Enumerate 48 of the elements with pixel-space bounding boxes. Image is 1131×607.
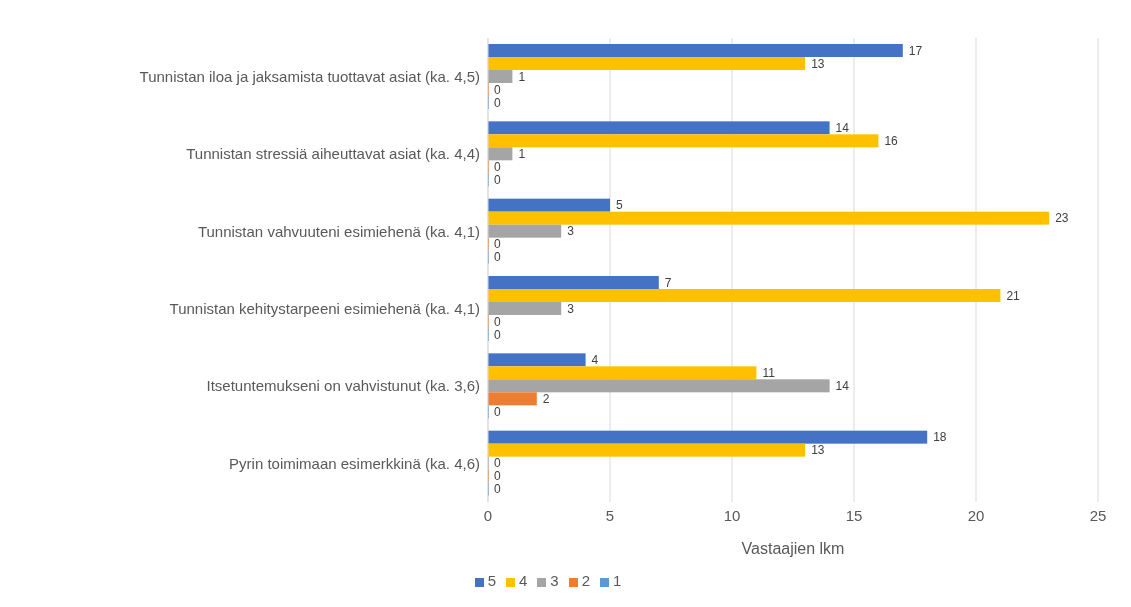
data-label: 7 (664, 275, 672, 290)
data-label: 3 (567, 224, 575, 239)
legend-label: 4 (518, 572, 528, 589)
data-label: 0 (494, 159, 501, 174)
x-tick-label: 10 (723, 506, 741, 524)
data-label: 0 (494, 250, 501, 265)
data-label: 11 (762, 365, 776, 380)
data-label: 0 (494, 469, 501, 484)
data-label: 4 (591, 352, 599, 367)
x-tick-label: 5 (605, 506, 615, 524)
data-label: 0 (494, 482, 501, 497)
data-label: 1 (518, 146, 526, 161)
data-label: 0 (494, 95, 501, 110)
legend-label: 3 (550, 572, 559, 589)
data-label: 13 (811, 443, 825, 458)
x-tick-label: 0 (483, 506, 493, 524)
data-label: 14 (835, 120, 850, 135)
data-label: 2 (542, 391, 550, 406)
data-label: 14 (835, 378, 850, 393)
data-label: 21 (1006, 288, 1021, 303)
legend-label: 5 (487, 572, 496, 589)
data-label: 18 (933, 430, 947, 445)
y-tick-label: Tunnistan vahvuuteni esimiehenä (ka. 4,1) (197, 222, 480, 240)
y-tick-label: Tunnistan stressiä aiheuttavat asiat (ka. 4,4) (186, 145, 480, 163)
legend-label: 2 (581, 572, 591, 589)
x-tick-label: 15 (845, 506, 863, 524)
x-tick-label: 20 (967, 506, 985, 524)
x-axis-title: Vastaajien lkm (741, 540, 845, 557)
y-tick-label: Pyrin toimimaan esimerkkinä (ka. 4,6) (229, 454, 480, 472)
y-tick-label: Itsetuntemukseni on vahvistunut (ka. 3,6) (206, 377, 480, 395)
data-label: 5 (616, 198, 623, 213)
y-tick-label: Tunnistan iloa ja jaksamista tuottavat asiat (ka. 4,5) (139, 67, 480, 85)
data-label: 3 (567, 301, 575, 316)
data-label: 23 (1055, 211, 1069, 226)
legend-label: 1 (613, 572, 622, 589)
data-label: 0 (494, 314, 501, 329)
data-label: 0 (494, 327, 501, 342)
y-tick-label: Tunnistan kehitystarpeeni esimiehenä (ka. 4,1) (169, 299, 480, 317)
data-label: 1 (518, 69, 526, 84)
data-label: 0 (494, 404, 501, 419)
data-label: 0 (494, 82, 501, 97)
data-label: 17 (908, 43, 923, 58)
data-label: 0 (494, 172, 501, 187)
data-label: 0 (494, 456, 501, 471)
data-label: 16 (884, 133, 899, 148)
data-label: 13 (811, 56, 825, 71)
data-label: 0 (494, 237, 501, 252)
x-tick-label: 25 (1089, 506, 1107, 524)
